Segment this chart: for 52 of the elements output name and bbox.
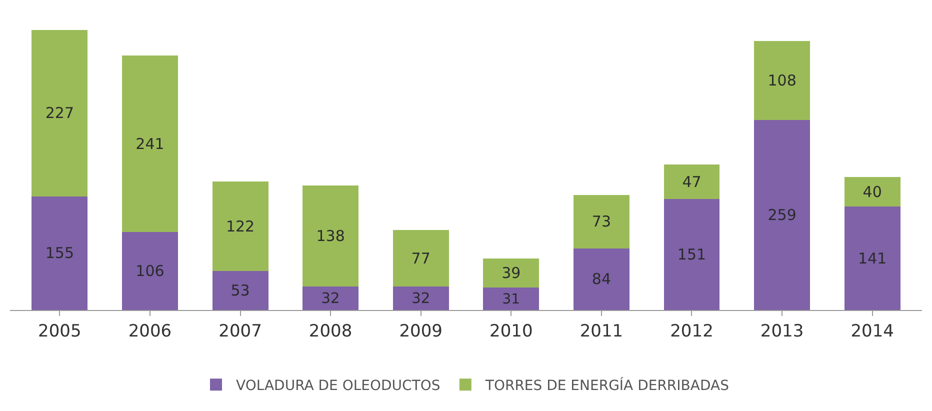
- x-tick-label: 2012: [670, 321, 714, 342]
- x-tick-label: 2013: [760, 321, 804, 342]
- bar: [664, 164, 720, 200]
- bar: [483, 287, 540, 310]
- bar: [754, 120, 810, 310]
- bar: [573, 248, 630, 310]
- x-tick-label: 2009: [399, 321, 442, 342]
- data-label: 227: [45, 104, 74, 122]
- bar: [32, 196, 88, 310]
- data-label: 47: [682, 172, 702, 191]
- x-tick-label: 2005: [38, 321, 82, 342]
- x-tick-label: 2011: [580, 321, 624, 342]
- data-label: 106: [136, 262, 164, 280]
- data-label: 259: [768, 206, 796, 224]
- x-tick-label: 2006: [128, 321, 172, 342]
- legend-label: TORRES DE ENERGÍA DERRIBADAS: [484, 377, 730, 394]
- data-label: 155: [45, 244, 74, 262]
- data-label: 141: [858, 249, 887, 268]
- data-label: 40: [862, 182, 882, 201]
- x-tick-label: 2008: [308, 321, 352, 342]
- data-label: 84: [592, 270, 611, 288]
- data-label: 138: [316, 226, 345, 245]
- bar: [32, 30, 88, 196]
- x-tick-label: 2010: [490, 321, 533, 342]
- data-label: 31: [502, 291, 520, 308]
- x-tick-label: 2014: [850, 321, 894, 342]
- bar: [122, 232, 178, 310]
- data-label: 122: [226, 217, 255, 236]
- data-label: 39: [502, 264, 521, 282]
- data-label: 77: [411, 249, 430, 268]
- data-label: 241: [136, 134, 164, 153]
- bar: [754, 40, 810, 120]
- bar: [302, 185, 359, 287]
- bar: [392, 230, 449, 287]
- data-label: 32: [321, 290, 340, 308]
- bar: [573, 194, 630, 248]
- bar: [212, 182, 268, 272]
- bar: [122, 55, 178, 232]
- bar: [212, 271, 268, 310]
- bar: [664, 199, 720, 310]
- data-label: 53: [230, 282, 250, 300]
- x-tick-label: 2007: [218, 321, 262, 342]
- data-label: 151: [677, 246, 706, 264]
- bar: [392, 286, 449, 310]
- bar: [483, 258, 540, 288]
- legend-label: VOLADURA DE OLEODUCTOS: [236, 378, 440, 394]
- data-label: 73: [592, 212, 611, 231]
- data-label: 108: [768, 71, 796, 90]
- bar: [302, 286, 359, 310]
- data-label: 32: [412, 290, 430, 308]
- bar: [844, 206, 900, 310]
- bar: [844, 177, 900, 207]
